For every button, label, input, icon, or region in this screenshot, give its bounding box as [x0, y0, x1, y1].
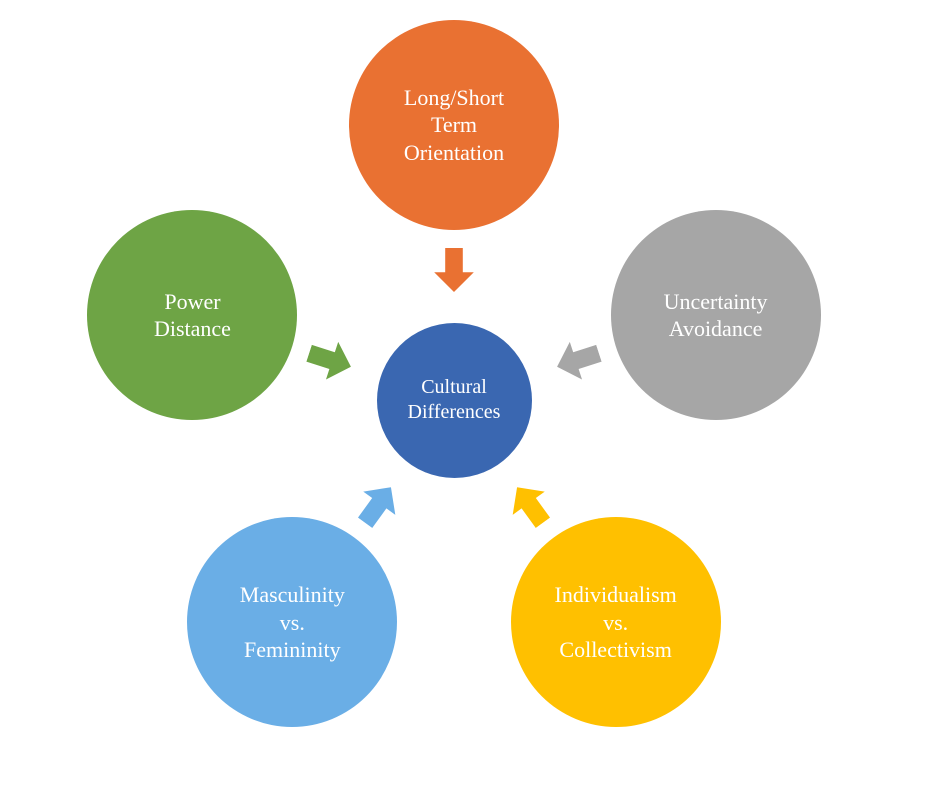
outer-node-uncertainty-avoidance: UncertaintyAvoidance: [611, 210, 821, 420]
diagram-stage: CulturalDifferences Long/ShortTermOrient…: [0, 0, 929, 785]
outer-node-individualism-collectivism: Individualismvs.Collectivism: [511, 517, 721, 727]
arrow-masculinity-femininity: [347, 474, 408, 535]
outer-node-label: PowerDistance: [154, 288, 231, 343]
outer-node-masculinity-femininity: Masculinityvs.Femininity: [187, 517, 397, 727]
outer-node-label: Masculinityvs.Femininity: [240, 581, 345, 664]
arrow-uncertainty-avoidance: [550, 332, 605, 387]
outer-node-label: UncertaintyAvoidance: [664, 288, 768, 343]
outer-node-long-short-term: Long/ShortTermOrientation: [349, 20, 559, 230]
center-node: CulturalDifferences: [377, 323, 532, 478]
arrow-power-distance: [303, 332, 358, 387]
arrow-long-short-term: [432, 248, 476, 292]
center-node-label: CulturalDifferences: [408, 375, 501, 425]
outer-node-label: Individualismvs.Collectivism: [555, 581, 677, 664]
outer-node-power-distance: PowerDistance: [87, 210, 297, 420]
arrow-individualism-collectivism: [500, 474, 561, 535]
outer-node-label: Long/ShortTermOrientation: [404, 84, 504, 167]
